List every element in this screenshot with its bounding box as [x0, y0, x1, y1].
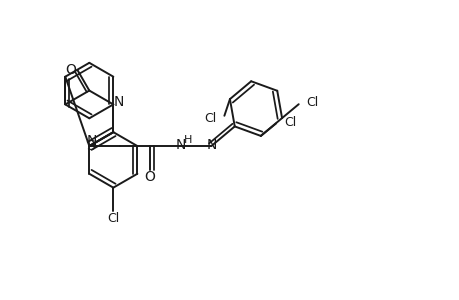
Text: Cl: Cl — [204, 112, 216, 125]
Text: N: N — [206, 138, 216, 152]
Text: Cl: Cl — [107, 212, 119, 225]
Text: O: O — [144, 169, 155, 184]
Text: O: O — [65, 63, 76, 77]
Text: Cl: Cl — [283, 116, 296, 129]
Text: S: S — [86, 139, 95, 153]
Text: N: N — [87, 134, 97, 148]
Text: N: N — [175, 138, 185, 152]
Text: Cl: Cl — [306, 96, 318, 109]
Text: H: H — [183, 135, 191, 145]
Text: N: N — [114, 95, 124, 110]
